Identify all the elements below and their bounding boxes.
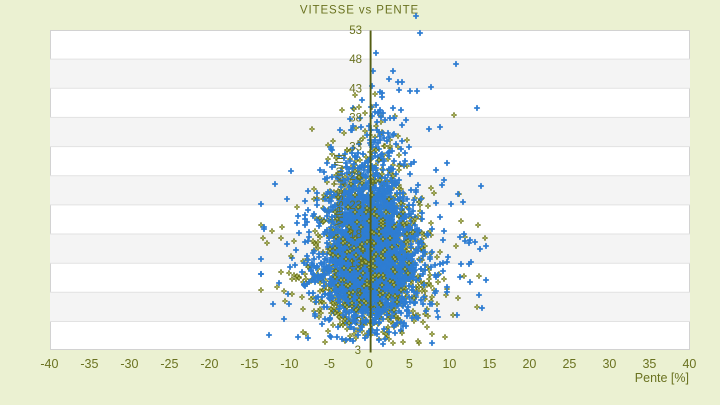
svg-text:-20: -20 xyxy=(200,357,218,371)
svg-text:Pente [%]: Pente [%] xyxy=(635,371,689,385)
svg-text:23: 23 xyxy=(349,200,362,212)
svg-text:-35: -35 xyxy=(80,357,98,371)
svg-text:18: 18 xyxy=(349,229,362,241)
svg-text:-10: -10 xyxy=(280,357,298,371)
svg-text:10: 10 xyxy=(442,357,456,371)
svg-text:13: 13 xyxy=(349,258,362,270)
svg-text:3: 3 xyxy=(356,317,362,329)
svg-text:28: 28 xyxy=(349,171,362,183)
svg-text:40: 40 xyxy=(682,357,696,371)
svg-text:-15: -15 xyxy=(240,357,258,371)
svg-text:Vitesse [km/h]: Vitesse [km/h] xyxy=(334,154,346,226)
svg-text:0: 0 xyxy=(366,357,373,371)
svg-text:3: 3 xyxy=(355,345,361,357)
svg-text:33: 33 xyxy=(349,142,362,154)
svg-text:8: 8 xyxy=(356,287,362,299)
svg-text:35: 35 xyxy=(642,357,656,371)
svg-text:-5: -5 xyxy=(324,357,335,371)
svg-text:25: 25 xyxy=(562,357,576,371)
svg-text:-30: -30 xyxy=(120,357,138,371)
svg-text:38: 38 xyxy=(349,112,362,124)
svg-text:53: 53 xyxy=(349,25,362,37)
svg-text:43: 43 xyxy=(349,83,362,95)
svg-text:15: 15 xyxy=(482,357,496,371)
svg-text:48: 48 xyxy=(349,54,362,66)
svg-text:-40: -40 xyxy=(40,357,58,371)
svg-text:30: 30 xyxy=(602,357,616,371)
svg-text:20: 20 xyxy=(522,357,536,371)
svg-text:5: 5 xyxy=(406,357,413,371)
svg-text:-25: -25 xyxy=(160,357,178,371)
svg-text:VITESSE vs PENTE: VITESSE vs PENTE xyxy=(300,5,419,17)
